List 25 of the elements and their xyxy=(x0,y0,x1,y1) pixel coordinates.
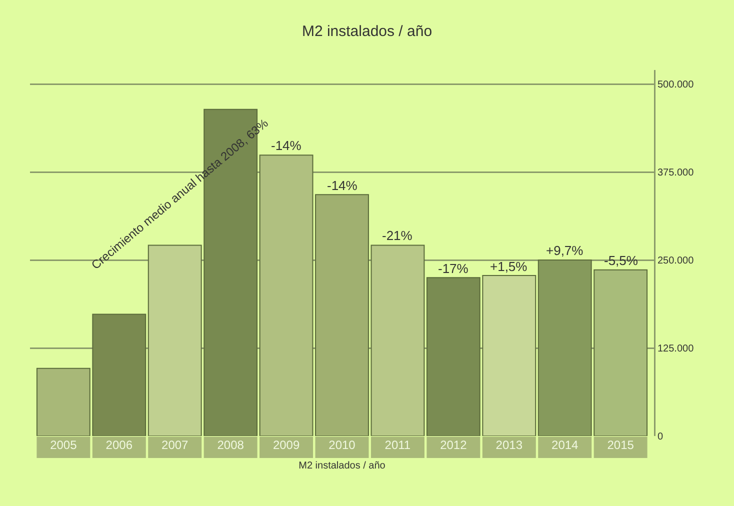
x-axis-title: M2 instalados / año xyxy=(298,460,386,472)
x-tick-label: 2011 xyxy=(384,438,411,452)
x-tick-label: 2015 xyxy=(607,438,634,452)
annotation: +1,5% xyxy=(490,259,528,274)
annotation: -21% xyxy=(382,228,413,243)
y-tick-label: 125.000 xyxy=(658,344,694,355)
y-tick-label: 0 xyxy=(658,432,664,442)
y-tick-label: 375.000 xyxy=(658,168,694,179)
y-tick-label: 250.000 xyxy=(658,256,694,267)
annotation: +9,7% xyxy=(546,243,584,258)
x-tick-label: 2005 xyxy=(50,438,78,452)
x-tick-label: 2009 xyxy=(272,438,300,452)
annotation: -14% xyxy=(271,138,302,153)
chart-title: M2 instalados / año xyxy=(302,22,432,40)
annotation: -5,5% xyxy=(604,253,638,268)
x-tick-label: 2013 xyxy=(496,438,523,452)
x-tick-label: 2008 xyxy=(217,438,244,452)
x-tick-label: 2007 xyxy=(162,438,189,452)
annotation: -14% xyxy=(327,178,358,193)
x-tick-label: 2012 xyxy=(440,438,468,452)
annotation: -17% xyxy=(438,261,469,276)
x-tick-label: 2014 xyxy=(552,438,579,452)
x-tick-label: 2010 xyxy=(328,438,356,452)
x-tick-label: 2006 xyxy=(106,438,133,452)
y-tick-label: 500.000 xyxy=(658,80,694,91)
